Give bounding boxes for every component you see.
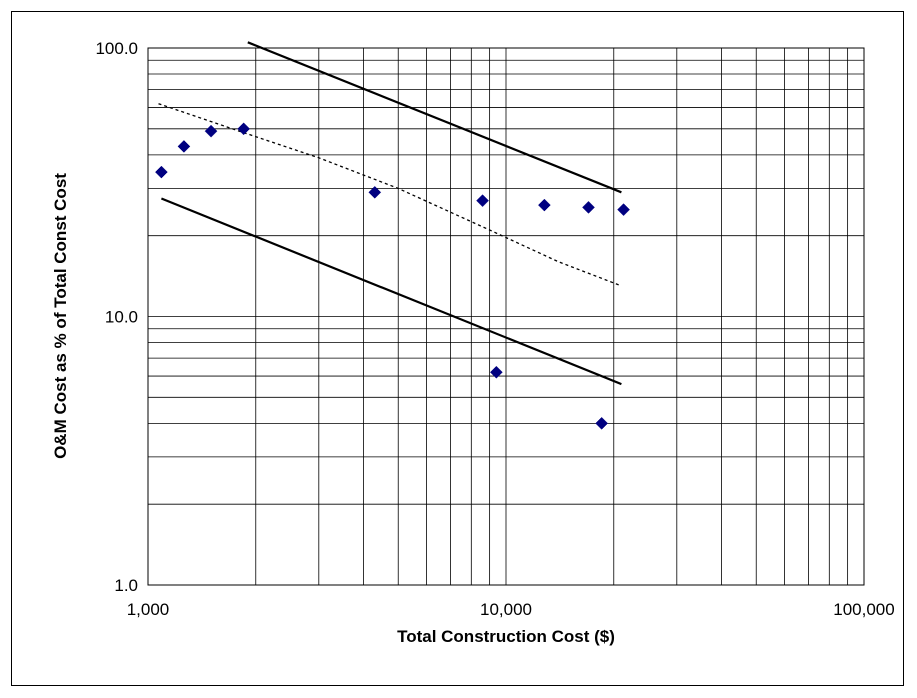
x-tick-label: 10,000 [480,600,532,619]
y-tick-label: 10.0 [105,308,138,327]
data-point-diamond [368,185,382,199]
data-point-diamond [582,200,595,214]
grid [148,48,864,585]
x-tick-label: 100,000 [833,600,894,619]
bound-line-solid [160,197,622,386]
data-point-diamond [237,122,251,136]
x-tick-labels: 1,000 10,000 100,000 [127,600,895,619]
x-axis-title: Total Construction Cost ($) [397,627,615,646]
data-point-diamond [538,198,551,212]
data-point-diamond [617,203,630,217]
y-tick-label: 1.0 [114,576,138,595]
data-point-diamond [490,365,503,379]
plot-area [147,47,865,586]
trend-line-dotted [158,103,622,287]
data-point-diamond [177,140,191,153]
y-tick-label: 100.0 [95,39,138,58]
y-tick-labels: 1.0 10.0 100.0 [95,39,138,595]
data-points [155,122,630,430]
bound-line-solid [247,41,622,194]
data-point-diamond [595,416,609,430]
trend-lines [158,41,622,386]
data-point-diamond [204,124,218,138]
chart-frame [11,11,904,686]
x-tick-label: 1,000 [127,600,170,619]
data-point-diamond [155,165,168,179]
y-axis-title: O&M Cost as % of Total Const Cost [51,173,70,459]
data-point-diamond [476,194,489,208]
